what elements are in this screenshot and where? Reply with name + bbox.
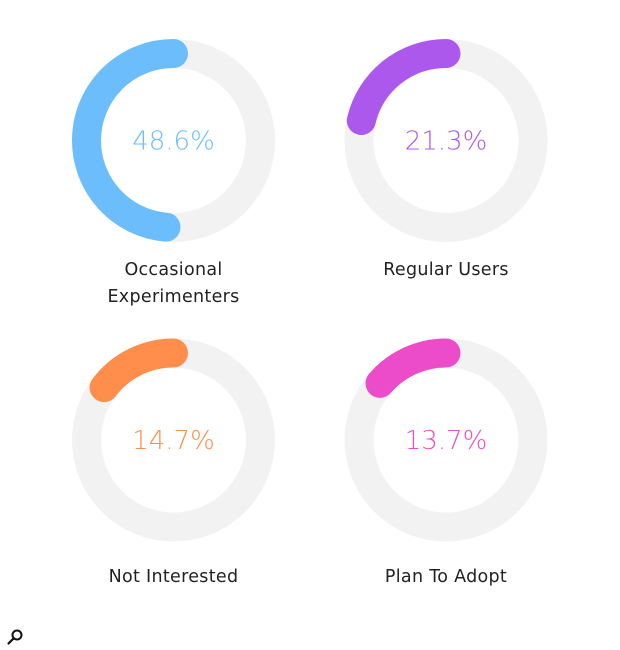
ring-group: 14.7% Not Interested xyxy=(72,338,275,587)
category-label: Occasional xyxy=(124,260,222,280)
percent-label: 13.7% xyxy=(405,426,488,456)
percent-label: 48.6% xyxy=(132,127,215,157)
percent-label: 14.7% xyxy=(132,426,215,456)
ring-progress-arc xyxy=(72,39,275,242)
ring-progress-arc xyxy=(344,39,548,242)
ring-progress-arc xyxy=(72,338,275,542)
category-label: Plan To Adopt xyxy=(385,567,507,587)
category-label: Experimenters xyxy=(107,287,239,307)
ring-progress-arc xyxy=(344,338,548,542)
ring-group: 48.6% Occasional Experimenters xyxy=(72,39,275,307)
magnifier-icon[interactable] xyxy=(6,628,24,646)
category-label: Regular Users xyxy=(383,260,509,280)
ring-group: 13.7% Plan To Adopt xyxy=(344,338,548,587)
category-label: Not Interested xyxy=(109,567,239,587)
percent-label: 21.3% xyxy=(405,127,488,157)
ring-group: 21.3% Regular Users xyxy=(344,39,548,280)
